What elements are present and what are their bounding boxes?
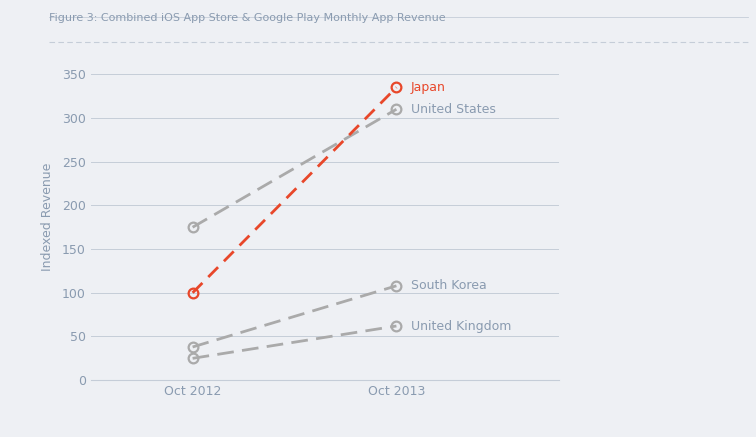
Text: United Kingdom: United Kingdom: [411, 319, 511, 333]
Text: South Korea: South Korea: [411, 279, 486, 292]
Y-axis label: Indexed Revenue: Indexed Revenue: [41, 162, 54, 271]
Text: Japan: Japan: [411, 81, 445, 94]
Text: United States: United States: [411, 103, 495, 116]
Text: Figure 3: Combined iOS App Store & Google Play Monthly App Revenue: Figure 3: Combined iOS App Store & Googl…: [49, 13, 446, 23]
